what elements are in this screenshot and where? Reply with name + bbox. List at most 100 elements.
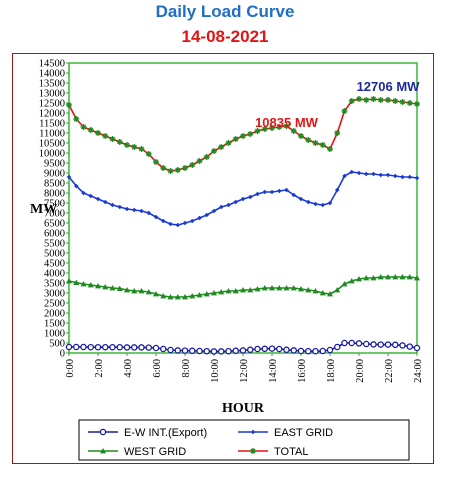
data-point-e-w-int-export xyxy=(181,347,189,354)
data-point-e-w-int-export xyxy=(290,347,297,354)
y-tick-label: 10000 xyxy=(39,149,65,160)
data-point-east-grid xyxy=(269,189,275,195)
x-tick-label: 8:00 xyxy=(181,359,192,378)
data-point-e-w-int-export xyxy=(312,347,319,355)
data-point-west-grid xyxy=(363,275,370,281)
data-point-east-grid xyxy=(146,210,152,216)
data-point-total xyxy=(327,146,333,152)
data-point-total xyxy=(95,130,101,136)
data-point-e-w-int-export xyxy=(333,343,341,351)
data-point-east-grid xyxy=(81,190,86,196)
y-tick-label: 500 xyxy=(49,339,65,350)
y-tick-label: 2000 xyxy=(44,309,65,320)
data-point-east-grid xyxy=(66,174,72,180)
y-tick-label: 8000 xyxy=(44,189,65,200)
data-point-west-grid xyxy=(73,279,80,285)
data-point-east-grid xyxy=(240,196,246,202)
annotation: 10835 MW xyxy=(255,115,319,130)
data-point-total xyxy=(80,124,87,130)
data-point-west-grid xyxy=(66,278,72,284)
data-point-east-grid xyxy=(313,201,318,207)
data-point-west-grid xyxy=(298,286,304,292)
legend-marker-west-grid xyxy=(100,448,106,454)
data-point-east-grid xyxy=(305,199,311,205)
data-point-east-grid xyxy=(95,196,101,202)
data-point-east-grid xyxy=(102,199,108,205)
data-point-total xyxy=(196,158,203,164)
y-tick-label: 4500 xyxy=(44,259,65,270)
data-point-west-grid xyxy=(167,294,174,300)
data-point-west-grid xyxy=(370,275,377,281)
y-tick-label: 12500 xyxy=(39,99,65,110)
data-point-east-grid xyxy=(233,199,239,205)
data-point-e-w-int-export xyxy=(210,348,218,355)
data-point-e-w-int-export xyxy=(65,343,73,351)
data-point-total xyxy=(203,154,210,160)
data-point-east-grid xyxy=(385,172,391,178)
y-tick-label: 0 xyxy=(60,349,65,360)
data-point-total xyxy=(218,144,225,150)
data-point-e-w-int-export xyxy=(384,341,392,348)
data-point-east-grid xyxy=(226,202,231,208)
y-tick-label: 6000 xyxy=(44,229,65,240)
data-point-e-w-int-export xyxy=(87,343,95,351)
y-tick-label: 11000 xyxy=(39,129,65,140)
legend-item-total: TOTAL xyxy=(238,446,308,458)
chart-frame xyxy=(12,53,434,464)
data-point-total xyxy=(370,96,377,102)
data-point-total xyxy=(363,97,370,103)
data-point-e-w-int-export xyxy=(348,339,355,347)
data-point-e-w-int-export xyxy=(413,344,421,352)
data-point-total xyxy=(399,99,406,105)
y-tick-label: 9500 xyxy=(44,159,65,170)
data-point-west-grid xyxy=(392,274,399,280)
data-point-west-grid xyxy=(290,285,297,291)
data-point-total xyxy=(298,133,304,139)
data-point-e-w-int-export xyxy=(196,347,203,355)
data-point-east-grid xyxy=(131,207,137,213)
data-point-east-grid xyxy=(197,215,202,221)
data-point-west-grid xyxy=(218,289,225,295)
legend-label: EAST GRID xyxy=(274,427,333,439)
data-point-e-w-int-export xyxy=(123,344,131,351)
data-point-west-grid xyxy=(247,287,254,293)
data-point-west-grid xyxy=(319,290,326,296)
data-point-west-grid xyxy=(95,283,101,289)
data-point-total xyxy=(211,148,217,154)
legend-marker-east-grid xyxy=(250,429,256,435)
x-tick-label: 0:00 xyxy=(65,359,76,378)
y-tick-label: 11500 xyxy=(39,119,65,130)
data-point-total xyxy=(167,168,174,174)
x-tick-label: 22:00 xyxy=(384,359,395,383)
data-point-east-grid xyxy=(175,222,181,228)
data-point-total xyxy=(254,128,261,134)
legend-box xyxy=(78,419,410,461)
data-point-west-grid xyxy=(102,284,109,290)
data-point-e-w-int-export xyxy=(377,341,384,348)
data-point-total xyxy=(124,142,130,148)
data-point-west-grid xyxy=(138,288,145,294)
data-point-east-grid xyxy=(204,212,210,218)
data-point-total xyxy=(225,140,232,146)
x-axis-label: HOUR xyxy=(222,401,265,416)
data-point-total xyxy=(261,126,268,132)
data-point-e-w-int-export xyxy=(188,347,196,355)
y-tick-label: 14500 xyxy=(39,59,65,70)
data-point-west-grid xyxy=(145,289,152,295)
y-tick-label: 3500 xyxy=(44,279,65,290)
data-point-e-w-int-export xyxy=(138,344,145,351)
data-point-total xyxy=(232,136,239,142)
data-point-total xyxy=(269,125,275,131)
data-point-e-w-int-export xyxy=(116,343,124,351)
legend-label: TOTAL xyxy=(274,446,308,458)
y-tick-label: 1000 xyxy=(44,329,65,340)
chart-title: Daily Load Curve xyxy=(155,2,295,21)
data-point-west-grid xyxy=(327,291,333,297)
data-point-west-grid xyxy=(189,293,196,299)
data-point-east-grid xyxy=(262,189,268,195)
data-point-west-grid xyxy=(232,288,239,294)
data-point-total xyxy=(240,133,246,139)
data-point-total xyxy=(247,131,254,137)
y-axis: 0500100015002000250030003500400045005000… xyxy=(39,59,69,360)
data-point-east-grid xyxy=(218,204,224,210)
